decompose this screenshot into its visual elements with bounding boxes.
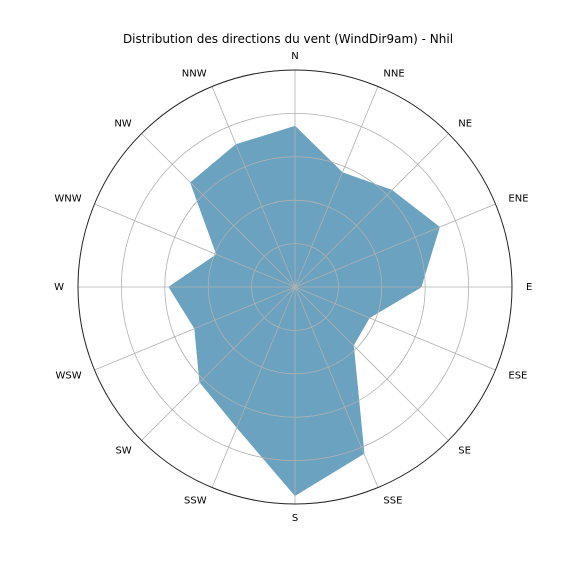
- angular-grid-line: [94, 203, 296, 288]
- direction-label-wsw: WSW: [55, 370, 81, 381]
- direction-label-nnw: NNW: [182, 69, 207, 80]
- direction-label-sse: SSE: [383, 495, 402, 506]
- direction-label-ene: ENE: [508, 194, 528, 205]
- angular-grid-line: [211, 286, 296, 488]
- direction-label-w: W: [54, 282, 64, 293]
- angular-grid-line: [294, 203, 496, 288]
- direction-label-ssw: SSW: [184, 495, 207, 506]
- direction-label-n: N: [291, 51, 298, 62]
- direction-label-ne: NE: [458, 119, 472, 130]
- chart-title: Distribution des directions du vent (Win…: [122, 32, 454, 46]
- angular-grid-line: [294, 86, 379, 288]
- direction-label-nw: NW: [114, 119, 131, 130]
- data-area-polygon: [168, 125, 440, 496]
- direction-label-s: S: [292, 513, 298, 524]
- angular-grid-line: [294, 286, 449, 441]
- direction-label-nne: NNE: [383, 69, 404, 80]
- direction-label-sw: SW: [115, 445, 131, 456]
- direction-label-e: E: [526, 282, 532, 293]
- angular-grid-line: [211, 86, 296, 288]
- direction-label-ese: ESE: [508, 370, 527, 381]
- angular-grid-line: [294, 133, 449, 288]
- direction-label-wnw: WNW: [54, 194, 81, 205]
- angular-grid-line: [141, 286, 296, 441]
- angular-grid-line: [294, 286, 379, 488]
- direction-label-se: SE: [458, 445, 471, 456]
- polar-spine: [77, 69, 513, 505]
- angular-grid-line: [94, 286, 296, 371]
- angular-grid-line: [141, 133, 296, 288]
- angular-grid-line: [294, 286, 496, 371]
